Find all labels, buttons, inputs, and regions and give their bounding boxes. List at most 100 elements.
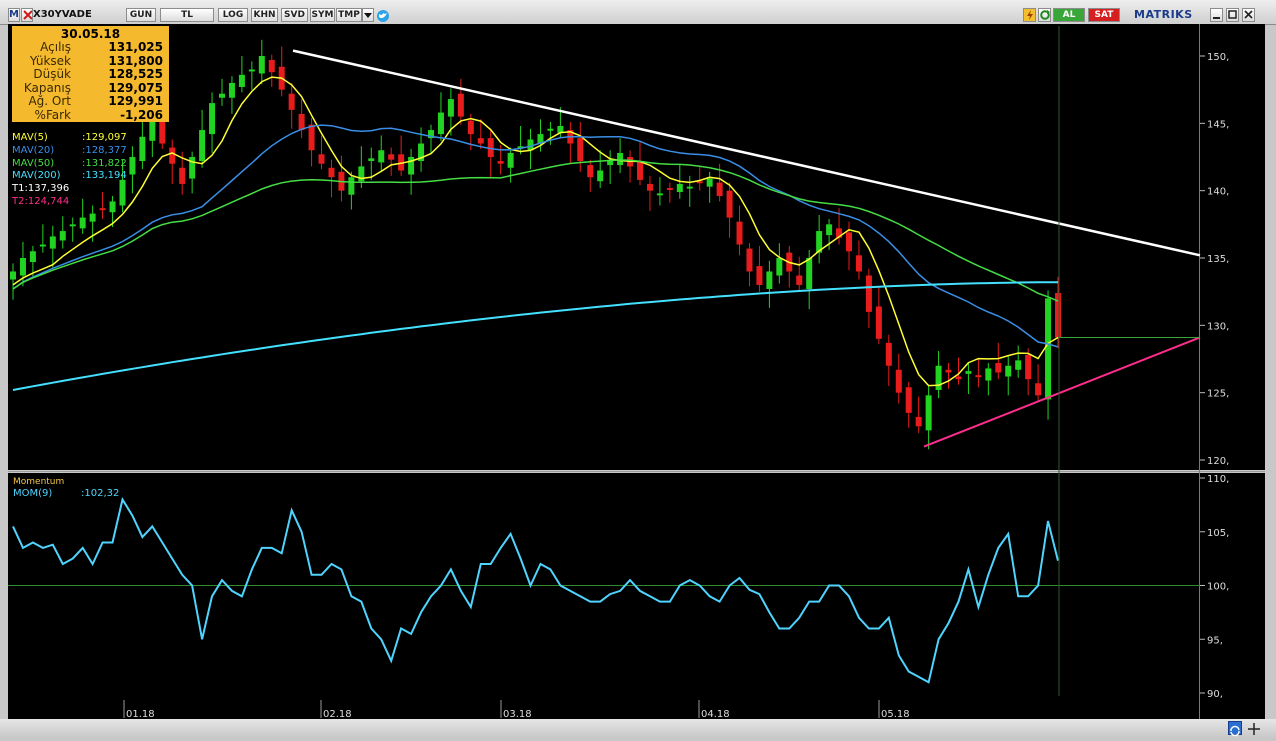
sync-button[interactable]: [1228, 721, 1242, 737]
candle-body: [109, 201, 116, 213]
candle-body: [238, 74, 245, 87]
log-scale-button[interactable]: LOG: [218, 8, 248, 22]
legend-t2: T2:124,744: [12, 196, 69, 209]
price-axis-bg: [1200, 24, 1265, 470]
maximize-icon: [1228, 10, 1237, 19]
candle-body: [726, 190, 733, 218]
twitter-bird-icon: [377, 10, 389, 22]
candle-body: [855, 255, 862, 272]
candle-body: [1005, 365, 1012, 377]
candle-body: [288, 93, 295, 110]
price-tick-label: 140,: [1207, 187, 1229, 198]
candle-body: [806, 258, 813, 289]
candle-body: [646, 183, 653, 191]
candle-body: [736, 221, 743, 245]
legend-value: :128,377: [82, 144, 127, 156]
period-button[interactable]: GUN: [126, 8, 156, 22]
legend-name: MAV(200): [12, 170, 61, 182]
candle-body: [1015, 360, 1022, 370]
candle-body: [547, 128, 554, 131]
currency-button[interactable]: TL: [160, 8, 214, 22]
momentum-value: :102,32: [81, 488, 120, 499]
matriks-menu-button[interactable]: M: [8, 8, 20, 22]
candle-body: [875, 306, 882, 339]
close-window-icon: [1244, 10, 1253, 19]
date-tick-label: 03.18: [503, 709, 532, 720]
candle-body: [149, 119, 156, 141]
candle-body: [816, 231, 823, 253]
candle-body: [358, 166, 365, 182]
candle-body: [955, 376, 962, 380]
momentum-tick-label: 90,: [1207, 689, 1223, 700]
refresh-button[interactable]: [1038, 8, 1051, 22]
maximize-button[interactable]: [1226, 8, 1239, 22]
chevron-down-icon: [364, 13, 372, 18]
svd-button[interactable]: SVD: [281, 8, 308, 22]
sym-button[interactable]: SYM: [310, 8, 335, 22]
candle-body: [915, 416, 922, 427]
candle-body: [378, 150, 385, 163]
candle-body: [597, 170, 604, 182]
candle-body: [308, 124, 315, 151]
legend-name: T1:137,396: [12, 183, 70, 195]
candle-body: [437, 112, 444, 135]
candle-body: [766, 271, 773, 289]
khn-button[interactable]: KHN: [251, 8, 278, 22]
sell-button[interactable]: SAT: [1088, 8, 1120, 22]
candle-body: [587, 165, 594, 178]
info-row-high: Yüksek 131,800: [12, 53, 169, 69]
symbol-name: X30YVADE: [33, 9, 92, 20]
crosshair-button[interactable]: [1247, 721, 1261, 735]
momentum-plot: [8, 496, 1200, 684]
sync-arrows-icon: [1230, 725, 1240, 737]
candle-body: [39, 244, 46, 247]
dropdown-button[interactable]: [362, 8, 374, 22]
momentum-axis-bg: [1200, 473, 1265, 698]
minimize-button[interactable]: [1210, 8, 1223, 22]
momentum-tick-label: 100,: [1207, 582, 1229, 593]
lightning-button[interactable]: [1023, 8, 1036, 22]
ma-line-5: [12, 76, 1059, 387]
price-tick-label: 145,: [1207, 119, 1229, 130]
refresh-icon: [1040, 10, 1050, 20]
price-panel-bg: [8, 24, 1200, 470]
candle-body: [756, 266, 763, 285]
candle-body: [607, 161, 614, 166]
candle-body: [368, 158, 375, 162]
twitter-button[interactable]: [376, 8, 390, 22]
info-value: 131,025: [108, 40, 163, 54]
info-value: 131,800: [108, 53, 163, 68]
candle-body: [905, 387, 912, 413]
momentum-legend: MOM(9) :102,32: [13, 488, 119, 499]
candle-body: [119, 179, 126, 206]
candle-body: [975, 375, 982, 378]
sell-button-bg: [1089, 9, 1119, 21]
close-icon: [23, 10, 32, 20]
candle-body: [497, 161, 504, 164]
candle-body: [925, 395, 932, 431]
buy-button-bg: [1054, 9, 1084, 21]
momentum-name: MOM(9): [13, 488, 53, 499]
close-symbol-button[interactable]: [21, 8, 33, 22]
legend-name: MAV(50): [12, 157, 55, 169]
candle-body: [487, 138, 494, 157]
legend-value: :133,194: [82, 170, 127, 182]
candle-body: [318, 154, 325, 164]
tmp-button[interactable]: TMP: [336, 8, 362, 22]
candle-body: [696, 181, 703, 184]
buy-button[interactable]: AL: [1053, 8, 1085, 22]
candle-body: [19, 258, 26, 276]
ohlc-info-box: 30.05.18 Açılış 131,025 Yüksek 131,800 Düş…: [12, 26, 169, 122]
trendline-t2: [923, 336, 1201, 448]
info-value: -1,206: [120, 107, 163, 122]
close-window-button[interactable]: [1242, 8, 1255, 22]
candle-body: [637, 161, 643, 180]
candle-body: [189, 157, 196, 179]
candle-body: [199, 130, 206, 162]
candle-body: [428, 130, 434, 139]
legend-mav5: MAV(5):129,097: [12, 132, 127, 145]
info-value: 128,525: [108, 67, 163, 81]
info-date: 30.05.18: [60, 27, 121, 41]
momentum-tick-label: 95,: [1207, 635, 1223, 646]
